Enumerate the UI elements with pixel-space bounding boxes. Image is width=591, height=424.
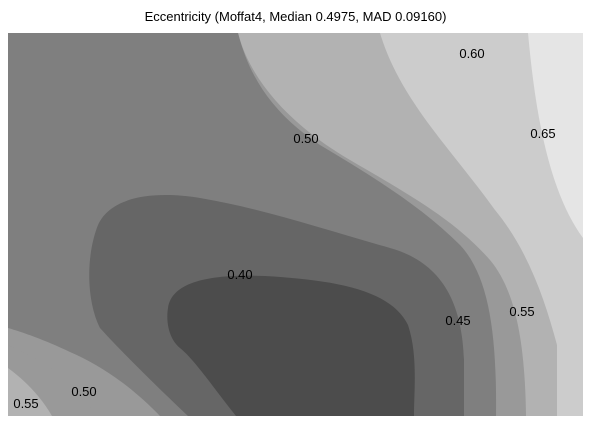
- band-corner-0.55-0.60: [8, 368, 52, 416]
- contour-label-6: 0.50: [71, 384, 96, 399]
- chart-title: Eccentricity (Moffat4, Median 0.4975, MA…: [144, 9, 447, 24]
- contour-label-7: 0.55: [13, 396, 38, 411]
- contour-label-4: 0.45: [445, 313, 470, 328]
- contour-label-3: 0.40: [227, 267, 252, 282]
- contour-label-5: 0.55: [509, 304, 534, 319]
- contour-label-1: 0.65: [530, 126, 555, 141]
- band-0.35-0.40: [167, 275, 415, 416]
- contour-label-2: 0.50: [293, 131, 318, 146]
- contour-label-0: 0.60: [459, 46, 484, 61]
